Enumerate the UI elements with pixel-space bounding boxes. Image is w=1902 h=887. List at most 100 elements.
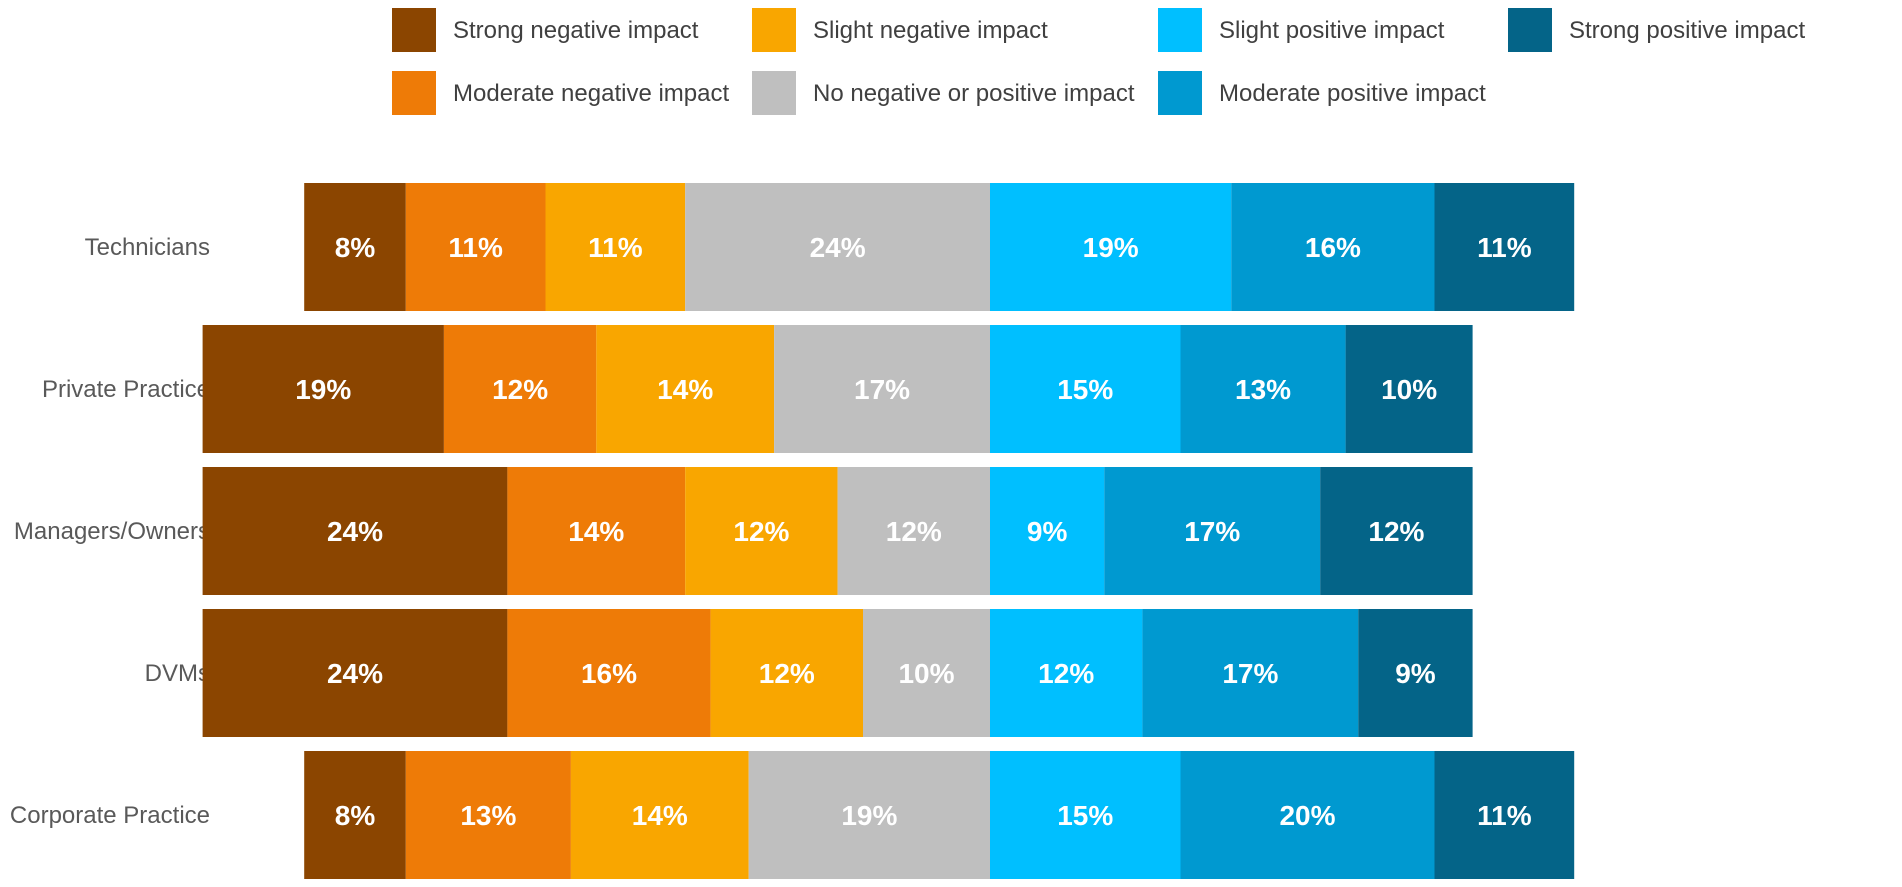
data-label-managers-owners-moderate-positive-impact: 17% [1184, 516, 1240, 547]
bar-segment-corporate-practice-strong-positive-impact [1434, 751, 1575, 879]
legend-swatch-slight-positive-impact [1158, 8, 1202, 52]
data-label-corporate-practice-no-negative-or-positive-impact: 19% [841, 800, 897, 831]
bar-row-technicians: 8% 11% 11% 24% 19% 16% 11% [304, 183, 1575, 311]
bar-segment-corporate-practice-no-negative-or-positive-impact [748, 751, 990, 879]
data-label-managers-owners-strong-negative-impact: 24% [327, 516, 383, 547]
bar-segment-dvms-strong-positive-impact [1358, 609, 1473, 737]
legend-swatch-moderate-negative-impact [392, 71, 436, 115]
data-label-dvms-slight-negative-impact: 12% [759, 658, 815, 689]
bar-row-private-practice: 19% 12% 14% 17% 15% 13% 10% [202, 325, 1473, 453]
bar-segment-private-practice-no-negative-or-positive-impact [774, 325, 990, 453]
category-label-technicians: Technicians [85, 234, 210, 261]
bar-segment-corporate-practice-moderate-negative-impact [405, 751, 571, 879]
data-label-technicians-slight-positive-impact: 19% [1083, 232, 1139, 263]
bar-segment-dvms-moderate-positive-impact [1142, 609, 1359, 737]
data-label-technicians-strong-negative-impact: 8% [335, 232, 376, 263]
legend-swatch-slight-negative-impact [752, 8, 796, 52]
bar-segment-corporate-practice-slight-positive-impact [990, 751, 1181, 879]
bar-segment-managers-owners-slight-negative-impact [685, 467, 838, 595]
legend-label-strong-negative-impact: Strong negative impact [453, 17, 699, 44]
legend-item-moderate-positive-impact: Moderate positive impact [1158, 71, 1486, 115]
legend-item-strong-positive-impact: Strong positive impact [1508, 8, 1805, 52]
data-label-corporate-practice-strong-positive-impact: 11% [1477, 800, 1532, 831]
data-label-corporate-practice-moderate-negative-impact: 13% [460, 800, 516, 831]
legend-swatch-strong-negative-impact [392, 8, 436, 52]
bar-segment-dvms-no-negative-or-positive-impact [863, 609, 990, 737]
category-labels: Technicians Private Practice Managers/Owne… [10, 234, 210, 829]
data-label-private-practice-slight-negative-impact: 14% [657, 374, 713, 405]
bar-row-corporate-practice: 8% 13% 14% 19% 15% 20% 11% [304, 751, 1575, 879]
bar-segment-managers-owners-moderate-negative-impact [507, 467, 686, 595]
bar-segment-dvms-slight-positive-impact [990, 609, 1143, 737]
legend-swatch-no-negative-or-positive-impact [752, 71, 796, 115]
bar-segment-technicians-no-negative-or-positive-impact [685, 183, 990, 311]
data-label-managers-owners-slight-negative-impact: 12% [733, 516, 789, 547]
bar-segment-technicians-strong-positive-impact [1434, 183, 1575, 311]
legend-item-strong-negative-impact: Strong negative impact [392, 8, 699, 52]
bar-segment-dvms-moderate-negative-impact [507, 609, 711, 737]
bar-segment-dvms-slight-negative-impact [710, 609, 863, 737]
data-label-dvms-strong-positive-impact: 9% [1395, 658, 1436, 689]
data-label-corporate-practice-slight-negative-impact: 14% [632, 800, 688, 831]
data-label-dvms-moderate-positive-impact: 17% [1222, 658, 1278, 689]
bar-segment-managers-owners-strong-negative-impact [202, 467, 508, 595]
data-label-managers-owners-strong-positive-impact: 12% [1368, 516, 1424, 547]
data-label-dvms-strong-negative-impact: 24% [327, 658, 383, 689]
data-label-managers-owners-no-negative-or-positive-impact: 12% [886, 516, 942, 547]
data-label-private-practice-moderate-positive-impact: 13% [1235, 374, 1291, 405]
bar-segment-technicians-slight-positive-impact [990, 183, 1232, 311]
legend-item-slight-negative-impact: Slight negative impact [752, 8, 1048, 52]
bar-segment-managers-owners-no-negative-or-positive-impact [837, 467, 990, 595]
bar-segment-corporate-practice-moderate-positive-impact [1180, 751, 1435, 879]
data-label-dvms-moderate-negative-impact: 16% [581, 658, 637, 689]
legend-label-no-negative-or-positive-impact: No negative or positive impact [813, 80, 1135, 107]
legend-label-moderate-positive-impact: Moderate positive impact [1219, 80, 1486, 107]
data-label-corporate-practice-slight-positive-impact: 15% [1057, 800, 1113, 831]
bar-segment-managers-owners-strong-positive-impact [1320, 467, 1473, 595]
bar-segment-private-practice-moderate-negative-impact [443, 325, 597, 453]
data-label-technicians-strong-positive-impact: 11% [1477, 232, 1532, 263]
legend-swatch-moderate-positive-impact [1158, 71, 1202, 115]
bar-row-managers-owners: 24% 14% 12% 12% 9% 17% 12% [202, 467, 1473, 595]
legend-swatch-strong-positive-impact [1508, 8, 1552, 52]
bar-segment-private-practice-slight-positive-impact [990, 325, 1181, 453]
category-label-dvms: DVMs [145, 660, 210, 687]
bar-segment-private-practice-slight-negative-impact [596, 325, 775, 453]
bar-segment-corporate-practice-slight-negative-impact [570, 751, 749, 879]
legend-item-slight-positive-impact: Slight positive impact [1158, 8, 1445, 52]
data-label-private-practice-strong-negative-impact: 19% [295, 374, 351, 405]
legend-label-strong-positive-impact: Strong positive impact [1569, 17, 1805, 44]
data-label-technicians-moderate-positive-impact: 16% [1305, 232, 1361, 263]
data-label-private-practice-no-negative-or-positive-impact: 17% [854, 374, 910, 405]
legend-item-moderate-negative-impact: Moderate negative impact [392, 71, 729, 115]
legend-item-no-negative-or-positive-impact: No negative or positive impact [752, 71, 1135, 115]
bar-row-dvms: 24% 16% 12% 10% 12% 17% 9% [202, 609, 1473, 737]
data-label-dvms-slight-positive-impact: 12% [1038, 658, 1094, 689]
bar-segment-technicians-strong-negative-impact [304, 183, 406, 311]
data-label-corporate-practice-strong-negative-impact: 8% [335, 800, 376, 831]
bar-segment-corporate-practice-strong-negative-impact [304, 751, 406, 879]
data-label-dvms-no-negative-or-positive-impact: 10% [898, 658, 954, 689]
legend: Strong negative impact Slight negative im… [392, 8, 1805, 115]
data-label-private-practice-strong-positive-impact: 10% [1381, 374, 1437, 405]
bars: 8% 11% 11% 24% 19% 16% 11% 19% 12% 14% 17% 15% 13% 10… [202, 183, 1575, 879]
category-label-private-practice: Private Practice [42, 376, 210, 403]
bar-segment-dvms-strong-negative-impact [202, 609, 508, 737]
data-label-technicians-no-negative-or-positive-impact: 24% [810, 232, 866, 263]
data-label-managers-owners-moderate-negative-impact: 14% [568, 516, 624, 547]
legend-label-slight-positive-impact: Slight positive impact [1219, 17, 1445, 44]
data-label-private-practice-moderate-negative-impact: 12% [492, 374, 548, 405]
bar-segment-technicians-moderate-positive-impact [1231, 183, 1435, 311]
bar-segment-technicians-moderate-negative-impact [405, 183, 546, 311]
data-label-private-practice-slight-positive-impact: 15% [1057, 374, 1113, 405]
data-label-technicians-slight-negative-impact: 11% [588, 232, 643, 263]
data-label-technicians-moderate-negative-impact: 11% [448, 232, 503, 263]
legend-label-slight-negative-impact: Slight negative impact [813, 17, 1048, 44]
bar-segment-private-practice-moderate-positive-impact [1180, 325, 1346, 453]
bar-segment-managers-owners-moderate-positive-impact [1104, 467, 1321, 595]
category-label-corporate-practice: Corporate Practice [10, 802, 210, 829]
bar-segment-technicians-slight-negative-impact [545, 183, 686, 311]
data-label-managers-owners-slight-positive-impact: 9% [1027, 516, 1068, 547]
